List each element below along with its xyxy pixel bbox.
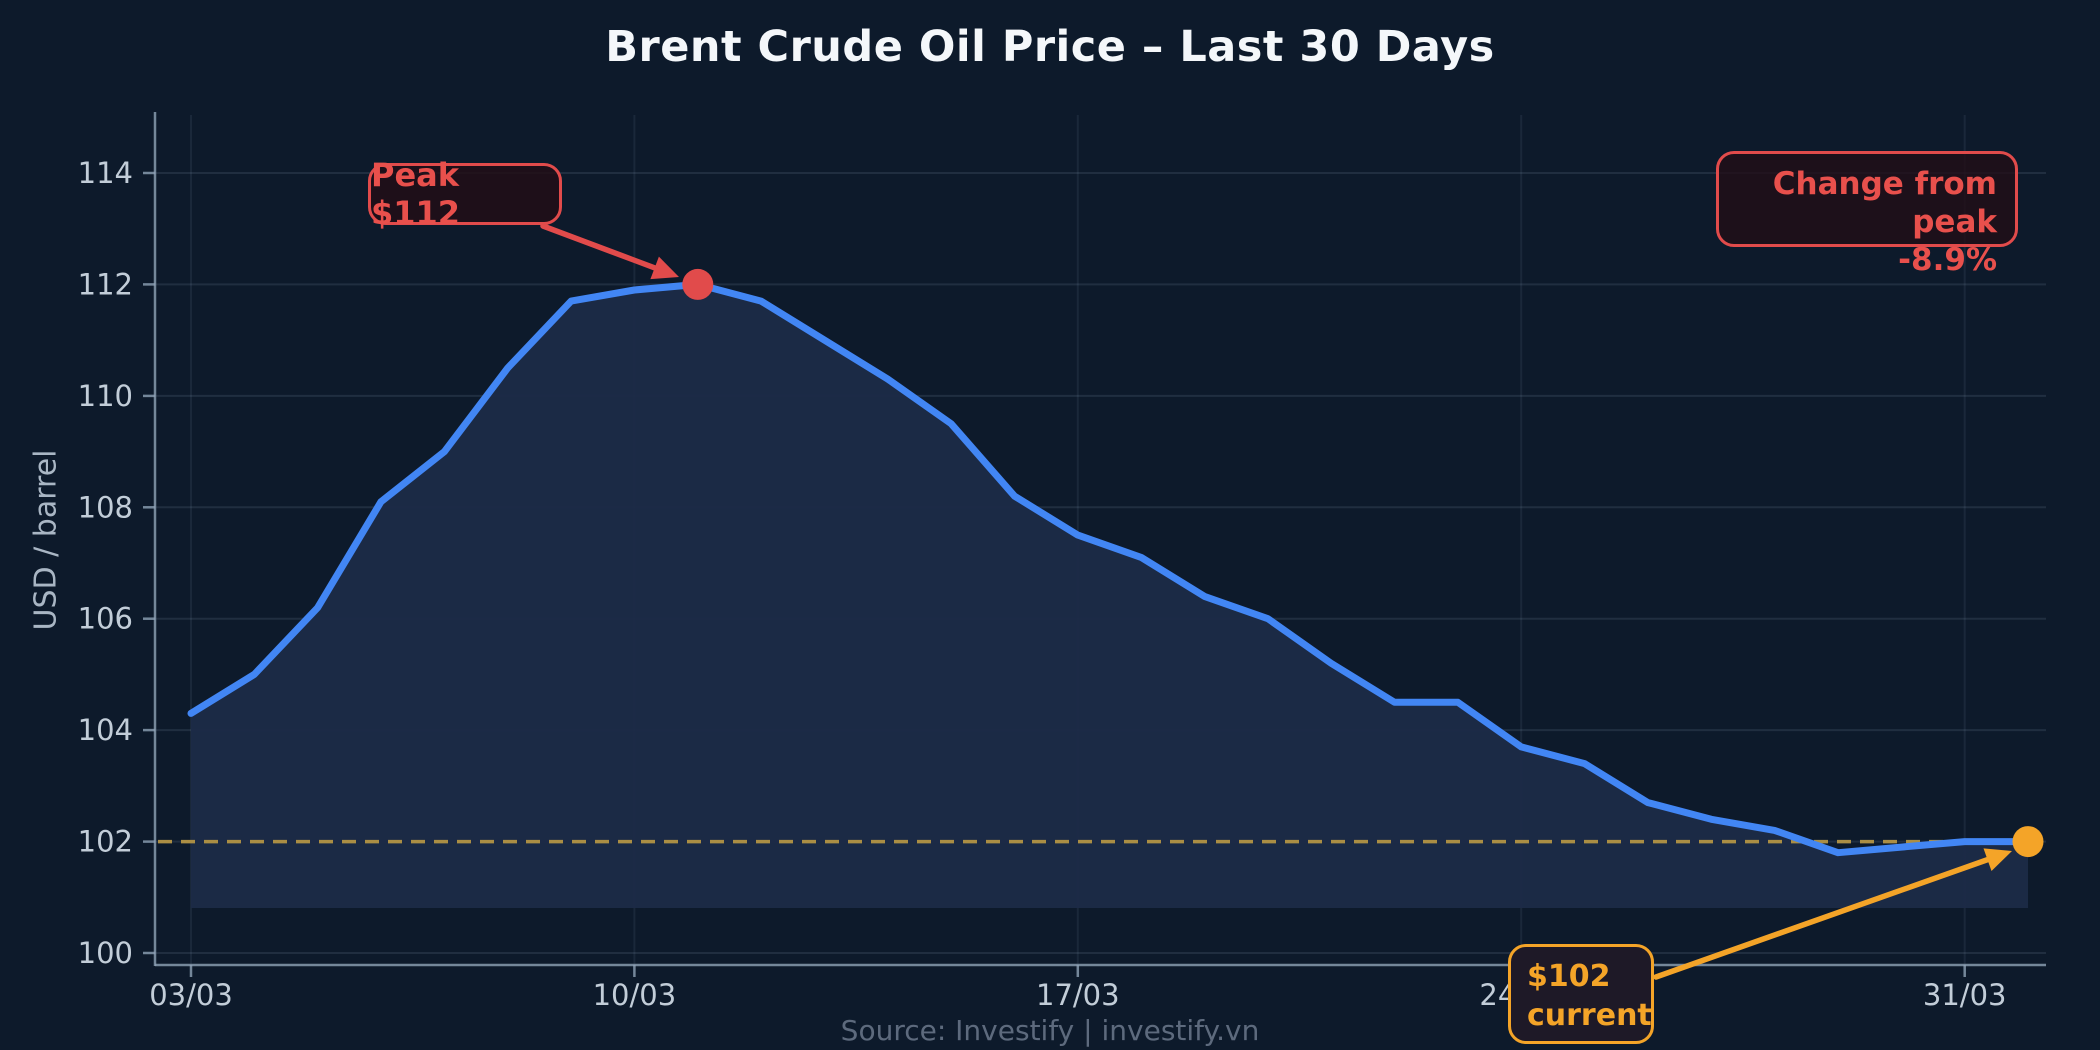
peak-dot bbox=[682, 268, 714, 300]
current-arrow-head bbox=[1983, 848, 2012, 871]
y-tick-label-114: 114 bbox=[78, 156, 133, 190]
price-line bbox=[187, 280, 2032, 857]
source-line: Source: Investify | investify.vn bbox=[840, 1014, 1260, 1047]
change-from-peak-label: Change from peak bbox=[1772, 166, 1997, 240]
change-from-peak-box: Change from peak -8.9% bbox=[1716, 151, 2018, 278]
change-from-peak-value: -8.9% bbox=[1898, 242, 1997, 278]
peak-annotation-label: Peak $112 bbox=[371, 156, 461, 232]
x-tick-label-31/03: 31/03 bbox=[1923, 978, 2007, 1012]
current-price-box: $102 current bbox=[1508, 944, 1654, 1044]
current-price-label: current bbox=[1527, 998, 1652, 1033]
y-tick-label-110: 110 bbox=[78, 379, 133, 413]
y-axis-title: USD / barrel bbox=[28, 449, 64, 631]
y-tick-label-102: 102 bbox=[78, 825, 133, 859]
current-dot bbox=[2012, 826, 2044, 858]
current-price-value: $102 bbox=[1527, 959, 1611, 994]
x-tick-label-17/03: 17/03 bbox=[1036, 978, 1120, 1012]
y-tick-label-100: 100 bbox=[78, 936, 133, 970]
peak-arrow-line bbox=[540, 223, 665, 274]
price-area-fill bbox=[191, 284, 2028, 908]
y-tick-label-104: 104 bbox=[78, 713, 133, 747]
peak-arrow-head bbox=[650, 256, 679, 280]
current-arrow-line bbox=[1653, 854, 1998, 980]
y-tick-label-106: 106 bbox=[78, 602, 133, 636]
chart-title: Brent Crude Oil Price – Last 30 Days bbox=[605, 22, 1495, 72]
y-tick-label-108: 108 bbox=[78, 490, 133, 524]
y-tick-label-112: 112 bbox=[78, 267, 133, 301]
x-tick-label-03/03: 03/03 bbox=[149, 978, 233, 1012]
x-tick-label-10/03: 10/03 bbox=[593, 978, 677, 1012]
peak-annotation-box: Peak $112 bbox=[368, 156, 562, 232]
